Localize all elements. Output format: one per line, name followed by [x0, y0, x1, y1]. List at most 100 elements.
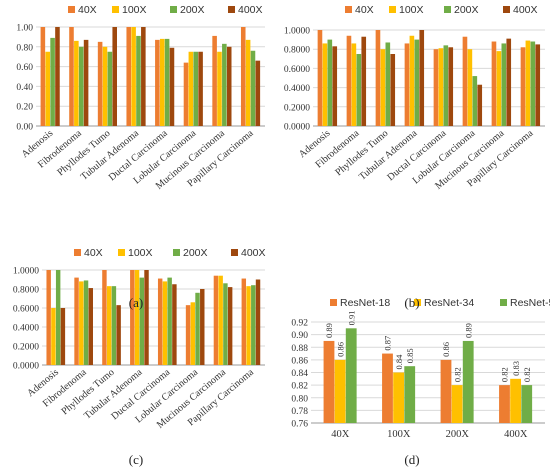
y-tick-label: 0.86: [291, 356, 308, 366]
caption-a: (a): [128, 295, 144, 310]
bar: [419, 30, 425, 126]
legend-label: 100X: [122, 4, 147, 16]
data-label: 0.82: [452, 367, 462, 382]
bar: [472, 76, 478, 126]
y-tick-label: 0.00: [16, 123, 33, 133]
bar: [126, 27, 132, 126]
caption-b: (b): [404, 295, 420, 310]
bar: [83, 280, 89, 365]
legend-label: 400X: [241, 247, 266, 259]
legend-swatch: [74, 249, 81, 256]
bar: [240, 27, 246, 126]
legend-label: 40X: [355, 4, 374, 16]
legend-swatch: [345, 6, 352, 13]
bar: [60, 308, 66, 365]
y-tick-label: 0.76: [291, 420, 308, 430]
bar: [164, 38, 170, 126]
legend-swatch: [173, 249, 180, 256]
y-tick-label: 0.4000: [13, 324, 39, 334]
x-tick-label: 200X: [446, 429, 470, 440]
bar: [222, 43, 227, 126]
legend-swatch: [170, 6, 177, 13]
bar: [241, 278, 247, 365]
legend-swatch: [414, 299, 421, 306]
legend-label: ResNet-18: [340, 297, 390, 309]
legend-item: 40X: [68, 4, 97, 16]
bar: [162, 281, 168, 365]
data-label: 0.89: [463, 323, 473, 338]
bar: [521, 385, 533, 423]
bar: [157, 278, 163, 365]
y-tick-label: 0.40: [16, 83, 33, 93]
data-label: 0.87: [383, 336, 393, 351]
bar: [448, 47, 454, 126]
y-tick-label: 0.90: [291, 331, 308, 341]
legend-swatch: [118, 249, 125, 256]
bar: [159, 38, 165, 126]
bar: [107, 51, 113, 126]
legend-label: 40X: [78, 4, 97, 16]
legend-item: 100X: [118, 247, 153, 259]
bar: [404, 366, 416, 423]
y-tick-label: 0.8000: [284, 46, 310, 56]
y-tick-label: 0.0000: [284, 123, 310, 133]
legend-swatch: [330, 299, 337, 306]
bar: [106, 286, 112, 365]
bar: [433, 49, 439, 127]
bar: [506, 38, 512, 126]
legend-label: 200X: [183, 247, 208, 259]
legend-item: 200X: [170, 4, 205, 16]
y-tick-label: 0.6000: [284, 65, 310, 75]
bar: [130, 270, 135, 365]
data-label: 0.83: [511, 361, 521, 376]
bar: [74, 277, 79, 365]
bar: [167, 277, 172, 365]
legend-label: 40X: [84, 247, 103, 259]
y-tick-label: 1.0000: [13, 267, 39, 277]
data-label: 0.86: [441, 342, 451, 357]
bar: [317, 30, 323, 126]
bar: [332, 46, 338, 126]
bar: [327, 39, 333, 126]
bar: [141, 27, 146, 126]
y-tick-label: 0.6000: [13, 305, 39, 315]
bar: [183, 62, 189, 126]
data-label: 0.82: [500, 367, 510, 382]
bar: [226, 46, 232, 126]
chart-c: 0.00000.20000.40000.60000.80001.0000Aden…: [13, 247, 266, 431]
legend-item: 100X: [389, 4, 424, 16]
bar: [451, 385, 463, 423]
y-tick-label: 0.92: [291, 319, 308, 329]
legend-label: 400X: [513, 4, 538, 16]
bar: [155, 39, 160, 127]
chart-b: 0.00000.20000.40000.60000.80001.0000Aden…: [284, 4, 545, 192]
bar: [380, 49, 386, 127]
bar: [346, 35, 352, 127]
bar: [477, 84, 483, 126]
bar: [375, 30, 381, 126]
bar: [496, 51, 502, 127]
bar: [116, 305, 121, 365]
legend-item: ResNet-50: [500, 297, 550, 309]
legend-label: ResNet-50: [510, 297, 550, 309]
legend-swatch: [444, 6, 451, 13]
legend-item: 400X: [503, 4, 538, 16]
data-label: 0.86: [335, 342, 345, 357]
bar: [55, 270, 61, 365]
bar: [102, 270, 107, 365]
bar: [172, 284, 177, 365]
bar: [351, 43, 357, 126]
data-label: 0.85: [405, 348, 415, 363]
chart-a: 0.000.200.400.600.801.00AdenosisFibroden…: [16, 4, 265, 192]
chart-d: 0.76 0.78 0.80 0.82 0.84 0.86 0.88 0.90 0.92 0.89…: [291, 297, 550, 440]
bar: [217, 51, 222, 126]
bar: [322, 43, 328, 126]
y-tick-label: 1.0000: [284, 27, 310, 37]
bar: [227, 287, 233, 365]
legend-swatch: [68, 6, 75, 13]
bar: [139, 277, 145, 365]
bar: [438, 48, 444, 126]
bar: [510, 378, 522, 423]
legend-swatch: [503, 6, 510, 13]
